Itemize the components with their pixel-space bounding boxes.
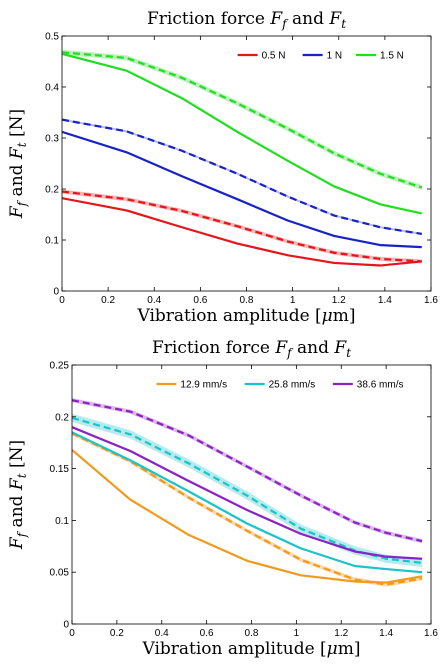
x-tick-label: 0.2 — [101, 295, 115, 306]
series-line-solid — [62, 197, 422, 267]
confidence-band — [62, 49, 422, 191]
x-tick-label: 1.2 — [334, 628, 348, 639]
x-tick-label: 0.2 — [110, 628, 124, 639]
series-line-solid — [72, 449, 423, 584]
legend-entry: 38.6 mm/s — [332, 380, 404, 391]
x-tick-label: 0.8 — [245, 628, 259, 639]
series-line-solid — [62, 130, 422, 249]
legend-entry: 1 N — [302, 51, 343, 62]
x-tick-label: 0 — [69, 628, 75, 639]
confidence-band — [72, 398, 423, 544]
x-tick-label: 0.8 — [240, 295, 254, 306]
x-tick-label: 1.4 — [379, 628, 393, 639]
y-tick-label: 0 — [53, 287, 59, 298]
series-38-6-mm-s — [72, 398, 423, 560]
x-tick-label: 0.6 — [193, 295, 207, 306]
x-tick-label: 1.6 — [424, 628, 438, 639]
legend-label: 1 N — [327, 51, 343, 62]
series-0-5-n — [62, 189, 422, 267]
y-tick-label: 0.1 — [55, 516, 69, 527]
y-tick-label: 0.4 — [45, 83, 59, 94]
confidence-band — [72, 413, 423, 568]
x-tick-label: 0.4 — [155, 628, 169, 639]
series-line-dashed — [62, 51, 423, 189]
x-tick-label: 0.4 — [147, 295, 161, 306]
chart-title: Friction force Ff and Ft — [147, 9, 346, 31]
series-line-dashed — [72, 416, 423, 564]
y-tick-label: 0.2 — [55, 412, 69, 423]
y-tick-label: 0.5 — [45, 32, 59, 43]
series-line-solid — [62, 52, 423, 215]
x-tick-label: 1.2 — [332, 295, 346, 306]
series-25-8-mm-s — [72, 413, 423, 574]
legend-label: 38.6 mm/s — [357, 380, 404, 391]
legend: 0.5 N 1 N 1.5 N — [237, 51, 404, 62]
x-tick-label: 1 — [290, 295, 296, 306]
axes-frame — [61, 35, 432, 292]
y-tick-label: 0 — [63, 620, 69, 631]
series-1-5-n — [62, 49, 423, 215]
x-tick-label: 0 — [59, 295, 65, 306]
plot-area — [72, 398, 423, 587]
series-line-solid — [72, 426, 423, 560]
legend-entry: 1.5 N — [356, 51, 404, 62]
legend-entry: 12.9 mm/s — [156, 380, 227, 391]
y-tick-label: 0.2 — [45, 185, 59, 196]
y-axis-label: Ff and Ft [N] — [7, 440, 29, 550]
chart-2: Friction force Ff and Ft 0 0.2 0.4 0.6 0.8 1 1.… — [7, 338, 438, 659]
series-line-dashed — [72, 432, 423, 586]
y-tick-label: 0.3 — [45, 134, 59, 145]
legend-entry: 25.8 mm/s — [244, 380, 316, 391]
series-1-n — [62, 118, 422, 249]
legend-label: 1.5 N — [380, 51, 404, 62]
series-line-solid — [72, 431, 423, 574]
chart-title: Friction force Ff and Ft — [152, 338, 351, 360]
x-tick-label: 1.4 — [378, 295, 392, 306]
series-line-dashed — [62, 118, 422, 235]
legend-label: 12.9 mm/s — [180, 380, 227, 391]
y-tick-label: 0.1 — [45, 236, 59, 247]
confidence-band — [62, 189, 422, 264]
x-tick-label: 1.6 — [424, 295, 438, 306]
x-axis-label: Vibration amplitude [μm] — [141, 639, 360, 659]
chart-1: Friction force Ff and Ft 0 0.2 0.4 0.6 0.8 1 1.… — [7, 9, 438, 326]
y-tick-label: 0.15 — [50, 464, 70, 475]
legend-label: 0.5 N — [262, 51, 286, 62]
legend-label: 25.8 mm/s — [269, 380, 316, 391]
y-tick-label: 0.05 — [50, 568, 70, 579]
legend-entry: 0.5 N — [237, 51, 286, 62]
series-12-9-mm-s — [72, 431, 423, 587]
y-tick-label: 0.25 — [50, 361, 70, 372]
series-line-dashed — [72, 399, 423, 543]
x-tick-label: 1 — [294, 628, 300, 639]
legend: 12.9 mm/s 25.8 mm/s 38.6 mm/s — [156, 380, 403, 391]
x-axis-label: Vibration amplitude [μm] — [136, 306, 355, 326]
plot-area — [62, 49, 423, 267]
x-tick-label: 0.6 — [200, 628, 214, 639]
y-axis-label: Ff and Ft [N] — [7, 109, 29, 219]
